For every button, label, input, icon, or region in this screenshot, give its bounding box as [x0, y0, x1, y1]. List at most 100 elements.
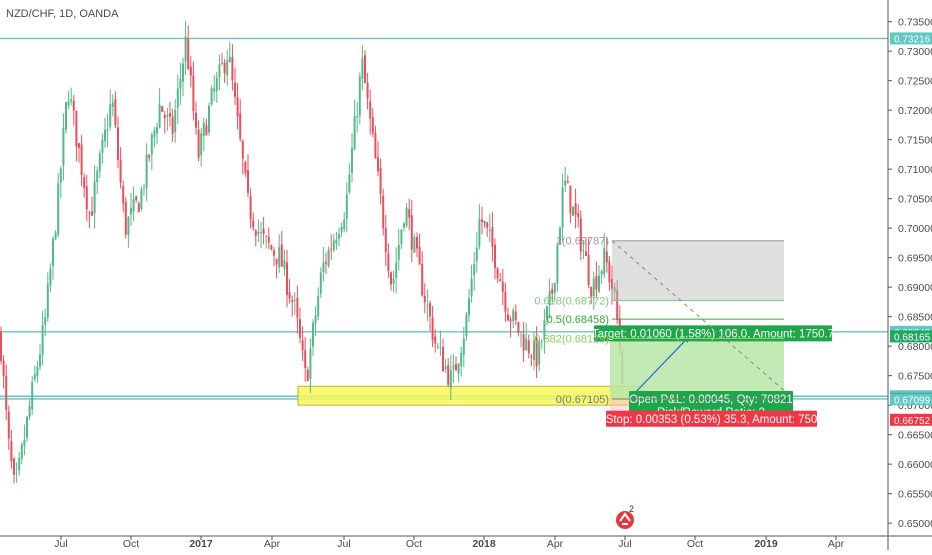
candle-body	[449, 370, 452, 389]
candle	[327, 246, 330, 268]
candle	[390, 271, 392, 291]
candle	[322, 247, 325, 282]
candle	[343, 212, 346, 233]
candle	[587, 238, 590, 289]
candle	[67, 91, 70, 110]
candle	[257, 219, 260, 243]
candle	[314, 306, 317, 337]
candle	[595, 261, 598, 297]
candle	[130, 192, 132, 226]
candle	[145, 143, 148, 202]
candle-body	[569, 185, 572, 214]
candle-body	[293, 300, 296, 302]
candle	[83, 173, 86, 198]
candle	[15, 462, 18, 484]
candle	[252, 212, 255, 231]
candle-body	[119, 159, 122, 183]
fib-level-label: 0(0.67105)	[556, 394, 609, 406]
candle	[338, 227, 340, 247]
candle-body	[431, 317, 434, 341]
candle	[28, 398, 31, 420]
candle	[312, 319, 314, 356]
candle	[223, 58, 226, 83]
candle	[309, 338, 312, 393]
x-tick-label: 2018	[472, 538, 496, 550]
candle	[426, 289, 429, 322]
x-tick-label: Apr	[264, 538, 281, 550]
candle	[262, 217, 265, 245]
candle-body	[517, 321, 520, 333]
candle	[421, 251, 424, 297]
candle	[244, 160, 247, 177]
candle	[543, 308, 546, 354]
candle	[403, 221, 405, 232]
candle	[517, 321, 520, 337]
price-label: 0.68165	[890, 330, 932, 343]
candle-body	[304, 350, 307, 369]
candle	[475, 232, 478, 273]
candle-body	[384, 227, 387, 253]
x-tick-label: Apr	[547, 538, 564, 550]
candle-body	[208, 105, 210, 133]
candle-body	[317, 295, 320, 317]
candle-body	[166, 115, 169, 117]
candle	[374, 125, 377, 159]
candle-body	[62, 127, 65, 166]
candle-body	[122, 185, 125, 204]
candle-body	[67, 101, 70, 106]
long-position-tool: Target: 0.01060 (1.58%) 106.0, Amount: 1…	[592, 325, 834, 427]
candle	[449, 354, 452, 400]
candle	[23, 424, 26, 456]
candle	[98, 149, 101, 179]
candle-body	[52, 238, 54, 267]
candle	[140, 186, 143, 212]
candle	[369, 89, 372, 135]
candle	[530, 353, 533, 366]
candle-body	[88, 212, 91, 214]
candle-body	[18, 457, 21, 471]
candle-body	[572, 206, 574, 216]
candle-body	[161, 105, 164, 112]
candle-body	[301, 340, 304, 351]
x-tick-label: Apr	[828, 538, 845, 550]
candle	[174, 99, 177, 143]
candle-body	[13, 458, 15, 475]
candle-body	[124, 201, 127, 235]
candle-body	[75, 110, 78, 147]
candle	[187, 25, 190, 71]
candle-body	[436, 345, 439, 347]
candle-body	[600, 270, 603, 275]
candle-body	[111, 102, 114, 108]
candle	[501, 268, 504, 306]
candle-body	[483, 221, 486, 223]
y-tick-label: 0.73500	[898, 17, 932, 29]
candle	[36, 360, 39, 383]
candle-body	[226, 60, 229, 76]
candle	[522, 322, 525, 362]
candle	[57, 172, 60, 238]
candle	[488, 214, 491, 243]
candle-body	[332, 240, 335, 251]
candle-body	[605, 251, 608, 263]
candle-body	[283, 260, 286, 269]
candle-body	[278, 247, 281, 268]
candle-body	[260, 232, 262, 233]
candle	[551, 283, 554, 303]
candle-body	[309, 348, 312, 379]
tradingview-logo[interactable]: 2	[616, 504, 634, 529]
candle	[325, 252, 327, 275]
candle-body	[371, 117, 374, 134]
candle-body	[234, 82, 236, 97]
candle-body	[387, 253, 390, 271]
candle-body	[270, 245, 273, 250]
candle-body	[312, 322, 314, 347]
candle	[611, 265, 613, 305]
candle-body	[325, 261, 327, 264]
candle-body	[421, 263, 424, 296]
candle-body	[109, 104, 112, 128]
candle	[171, 109, 174, 142]
